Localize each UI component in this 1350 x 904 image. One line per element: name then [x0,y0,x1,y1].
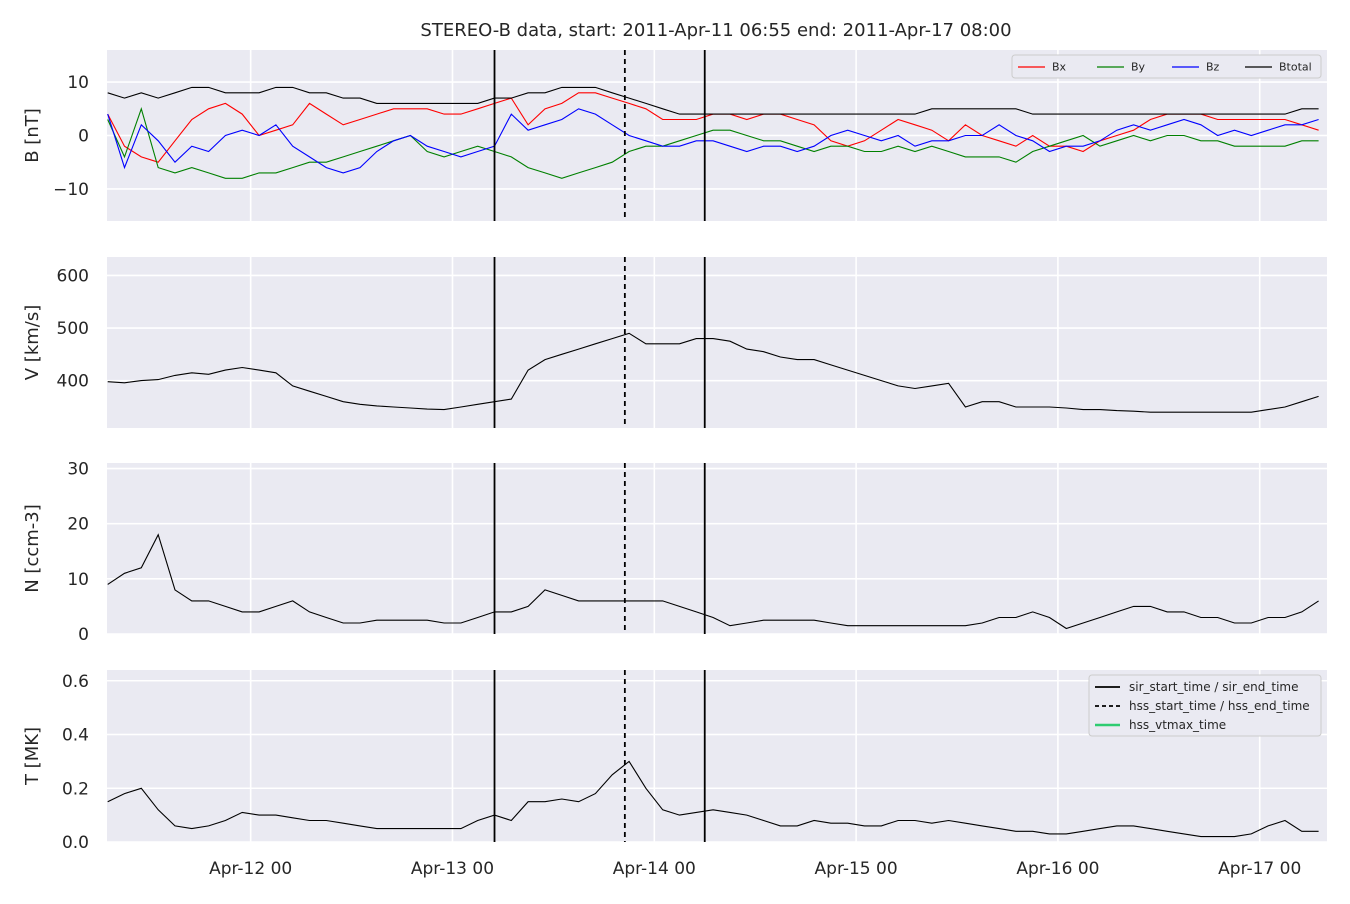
legend-label: hss_vtmax_time [1129,718,1226,732]
y-tick-label: 0 [78,127,89,147]
x-tick-label: Apr-16 00 [1016,859,1099,879]
y-tick-label: 0.4 [62,726,89,746]
y-tick-label: 0.0 [62,833,89,853]
series-t-line [107,760,1319,838]
legend-label: By [1131,61,1146,74]
y-axis-label: N [ccm-3] [22,504,43,593]
y-axis-label: B [nT] [22,108,43,163]
x-tick-label: Apr-17 00 [1218,859,1301,879]
y-axis-label: V [km/s] [22,305,43,380]
x-tick-label: Apr-12 00 [209,859,292,879]
y-tick-label: 20 [67,515,89,535]
y-tick-label: 30 [67,460,89,480]
x-tick-label: Apr-13 00 [411,859,494,879]
series-v-line [107,332,1319,413]
x-tick-label: Apr-15 00 [815,859,898,879]
plot-area [107,257,1327,428]
series-by-line [107,106,1319,179]
legend-label: Bz [1206,61,1220,74]
y-tick-label: 400 [57,372,89,392]
legend-top: Bx By Bz Btotal [1011,54,1322,79]
y-tick-label: 0 [78,625,89,645]
legend-label: hss_start_time / hss_end_time [1129,699,1310,713]
panel-2: 0 10 20 30 N [ccm-3] [22,460,1327,645]
legend-label: Btotal [1279,61,1312,74]
y-tick-label: 10 [67,570,89,590]
series-bz-line [107,108,1319,174]
y-tick-label: 0.2 [62,779,89,799]
panel-1: 400 500 600 V [km/s] [22,257,1327,428]
legend-bottom: sir_start_time / sir_end_time hss_start_t… [1088,674,1322,737]
legend-label: sir_start_time / sir_end_time [1129,680,1299,694]
legend-box [1011,54,1322,79]
series-btotal-line [107,86,1319,115]
plot-area [107,463,1327,634]
y-tick-label: 600 [57,266,89,286]
y-tick-label: 500 [57,319,89,339]
legend-box [1088,674,1322,737]
series-n-line [107,533,1319,630]
y-tick-label: 0.6 [62,672,89,692]
figure-title: STEREO-B data, start: 2011-Apr-11 06:55 … [420,20,1011,41]
y-tick-label: 10 [67,73,89,93]
y-axis-label: T [MK] [22,727,43,786]
x-tick-label: Apr-14 00 [613,859,696,879]
y-tick-label: −10 [53,180,89,200]
legend-label: Bx [1052,61,1067,74]
